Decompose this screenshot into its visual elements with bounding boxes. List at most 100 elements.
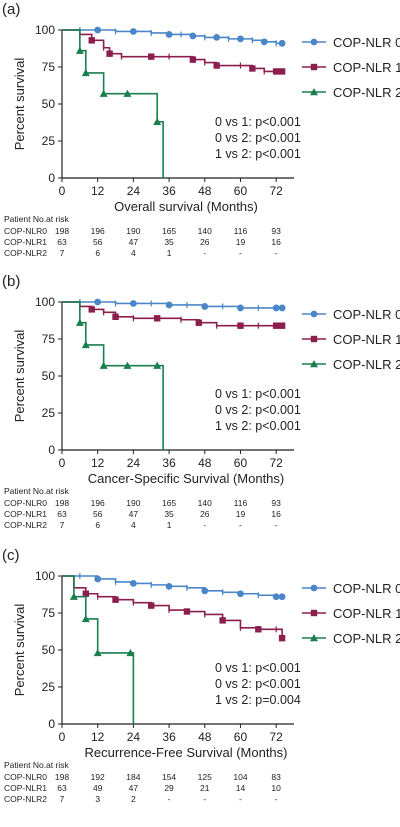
risk-table-row-label: COP-NLR2 (4, 520, 47, 530)
data-point (278, 593, 286, 601)
data-point (278, 304, 286, 312)
data-point (278, 68, 286, 75)
risk-table-title: Patient No.at risk (4, 214, 69, 224)
risk-table-cell: 154 (162, 772, 176, 782)
data-point (112, 313, 119, 320)
risk-table-cell: 7 (60, 248, 65, 258)
risk-table-cell: 56 (93, 237, 103, 247)
y-tick-label: 25 (42, 134, 56, 148)
x-tick-label: 0 (59, 184, 66, 198)
risk-table-cell: - (239, 520, 242, 530)
y-tick-label: 25 (42, 680, 56, 694)
data-point (82, 590, 89, 597)
data-point (165, 582, 173, 590)
risk-table-cell: 93 (271, 498, 281, 508)
p-value-annotation: 1 vs 2: p=0.004 (215, 693, 301, 707)
panel-label: (c) (2, 547, 20, 564)
p-value-annotation: 0 vs 2: p<0.001 (215, 677, 301, 691)
data-point (153, 117, 162, 125)
x-tick-label: 24 (127, 184, 141, 198)
risk-table-cell: 14 (236, 783, 246, 793)
panel-label: (a) (2, 1, 20, 18)
risk-table-cell: 26 (200, 509, 210, 519)
x-tick-label: 72 (269, 730, 283, 744)
data-point (195, 319, 203, 326)
p-value-annotation: 0 vs 2: p<0.001 (215, 403, 301, 417)
risk-table-cell: 116 (234, 226, 248, 236)
data-point (278, 634, 286, 642)
p-value-annotation: 1 vs 2: p<0.001 (215, 147, 301, 161)
data-point (237, 322, 244, 329)
data-point (129, 28, 137, 35)
data-point (272, 322, 280, 329)
data-point (129, 300, 137, 307)
risk-table-cell: 4 (131, 248, 136, 258)
data-point (201, 587, 209, 595)
data-point (99, 361, 108, 369)
risk-table-cell: 49 (93, 783, 103, 793)
data-point (237, 590, 244, 598)
legend-marker (310, 88, 318, 96)
x-tick-label: 36 (162, 184, 176, 198)
risk-table-cell: 198 (55, 498, 69, 508)
risk-table-cell: - (275, 520, 278, 530)
risk-table-cell: 47 (129, 783, 139, 793)
risk-table-cell: 35 (164, 509, 174, 519)
risk-table-cell: 196 (91, 498, 105, 508)
data-point (219, 617, 226, 624)
p-value-annotation: 0 vs 1: p<0.001 (215, 661, 301, 675)
x-axis-label: Recurrence-Free Survival (Months) (84, 745, 287, 760)
x-tick-label: 24 (127, 456, 141, 470)
legend-label: COP-NLR 0 (333, 307, 400, 322)
data-point (81, 340, 90, 349)
data-point (272, 304, 280, 312)
data-point (129, 580, 137, 587)
risk-table-row-label: COP-NLR0 (4, 498, 47, 508)
risk-table-cell: 125 (198, 772, 212, 782)
legend-label: COP-NLR 1 (333, 332, 400, 347)
data-point (93, 648, 102, 657)
legend-marker (310, 63, 318, 71)
y-tick-label: 75 (42, 332, 56, 346)
y-tick-label: 25 (42, 406, 56, 420)
legend-marker (310, 360, 318, 368)
risk-table-cell: - (203, 248, 206, 258)
data-point (153, 315, 161, 322)
data-point (165, 31, 173, 38)
data-point (75, 318, 84, 326)
data-point (88, 37, 95, 44)
legend-marker (310, 584, 318, 592)
x-tick-label: 60 (234, 730, 248, 744)
risk-table-cell: 47 (129, 509, 139, 519)
y-axis-label: Percent survival (12, 58, 27, 151)
data-point (94, 575, 102, 583)
risk-table-cell: - (275, 248, 278, 258)
risk-table-cell: 184 (126, 772, 140, 782)
data-point (189, 56, 197, 63)
risk-table-cell: 3 (95, 794, 100, 804)
y-tick-label: 0 (48, 171, 55, 185)
risk-table-cell: 198 (55, 226, 69, 236)
y-tick-label: 0 (48, 443, 55, 457)
y-tick-label: 100 (35, 295, 55, 309)
risk-table-cell: 16 (271, 237, 281, 247)
x-tick-label: 36 (162, 730, 176, 744)
data-point (237, 304, 244, 312)
legend-label: COP-NLR 1 (333, 60, 400, 75)
risk-table-row-label: COP-NLR0 (4, 772, 47, 782)
risk-table-cell: 1 (167, 248, 172, 258)
risk-table-cell: 165 (162, 498, 176, 508)
legend-label: COP-NLR 0 (333, 35, 400, 50)
x-tick-label: 0 (59, 730, 66, 744)
y-axis-label: Percent survival (12, 330, 27, 423)
x-tick-label: 0 (59, 456, 66, 470)
risk-table-row-label: COP-NLR1 (4, 783, 47, 793)
data-point (126, 648, 135, 657)
risk-table-title: Patient No.at risk (4, 760, 69, 770)
data-point (255, 626, 262, 633)
risk-table-cell: - (203, 520, 206, 530)
chart-panel-1: (a) 0 25 50 75 100 0 12 24 36 48 60 72 Percent surviv… (2, 1, 400, 258)
y-tick-label: 0 (48, 717, 55, 731)
risk-table-cell: 63 (57, 237, 67, 247)
risk-table-cell: - (203, 794, 206, 804)
